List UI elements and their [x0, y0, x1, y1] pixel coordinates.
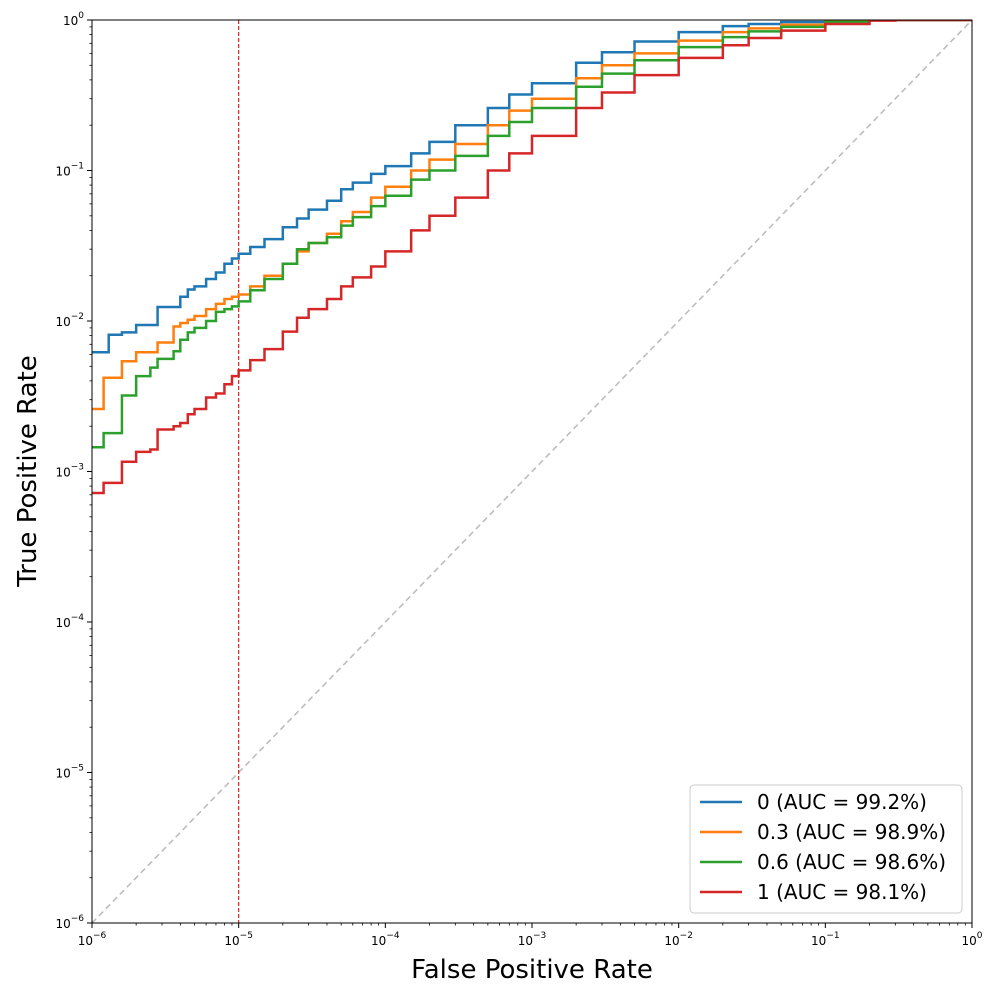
x-axis-title: False Positive Rate — [411, 955, 653, 985]
y-tick-label: 10−2 — [55, 312, 84, 329]
x-tick-label: 10−4 — [371, 931, 400, 948]
x-tick-label: 10−2 — [664, 931, 693, 948]
legend-label-2: 0.6 (AUC = 98.6%) — [757, 850, 946, 874]
x-tick-label: 10−5 — [224, 931, 253, 948]
y-tick-label: 10−5 — [55, 764, 84, 781]
x-axis-ticks: 10−6 10−5 10−4 10−3 10−2 10−1 100 — [78, 923, 983, 948]
x-tick-label: 100 — [961, 931, 982, 948]
series-line-3 — [92, 20, 972, 495]
legend: 0 (AUC = 99.2%) 0.3 (AUC = 98.9%) 0.6 (AUC… — [689, 784, 963, 914]
x-tick-label: 10−1 — [811, 931, 840, 948]
y-axis-title: True Positive Rate — [13, 355, 43, 588]
y-tick-label: 10−6 — [55, 914, 84, 931]
y-tick-label: 100 — [63, 11, 84, 28]
reference-lines — [92, 20, 972, 923]
y-tick-label: 10−1 — [55, 162, 84, 179]
x-tick-label: 10−6 — [78, 931, 107, 948]
y-axis-ticks: 10−6 10−5 10−4 10−3 10−2 10−1 100 — [55, 11, 92, 931]
legend-label-3: 1 (AUC = 98.1%) — [757, 880, 927, 904]
x-tick-label: 10−3 — [518, 931, 547, 948]
plot-area: 10−6 10−5 10−4 10−3 10−2 10−1 100 10−6 10−5 10−4… — [55, 11, 982, 948]
legend-frame — [689, 784, 963, 914]
y-tick-label: 10−3 — [55, 463, 84, 480]
legend-label-0: 0 (AUC = 99.2%) — [757, 790, 927, 814]
series-lines — [92, 20, 972, 495]
legend-items: 0 (AUC = 99.2%) 0.3 (AUC = 98.9%) 0.6 (AUC… — [700, 790, 946, 904]
series-line-2 — [92, 20, 972, 449]
legend-label-1: 0.3 (AUC = 98.9%) — [757, 820, 946, 844]
series-line-0 — [92, 20, 972, 354]
y-tick-label: 10−4 — [55, 613, 84, 630]
